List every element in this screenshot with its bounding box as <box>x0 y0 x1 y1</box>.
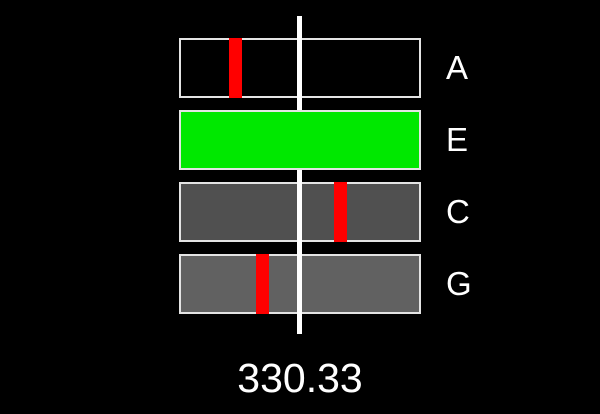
pitch-marker <box>256 254 269 314</box>
string-label-e: E <box>446 121 469 158</box>
pitch-marker <box>229 38 242 98</box>
string-label-c: C <box>446 193 470 230</box>
reference-line <box>297 16 302 334</box>
string-bar-e[interactable] <box>179 110 421 170</box>
string-label-a: A <box>446 49 469 86</box>
string-label-g: G <box>446 265 472 302</box>
pitch-marker <box>334 182 347 242</box>
frequency-readout: 330.33 <box>237 355 363 401</box>
